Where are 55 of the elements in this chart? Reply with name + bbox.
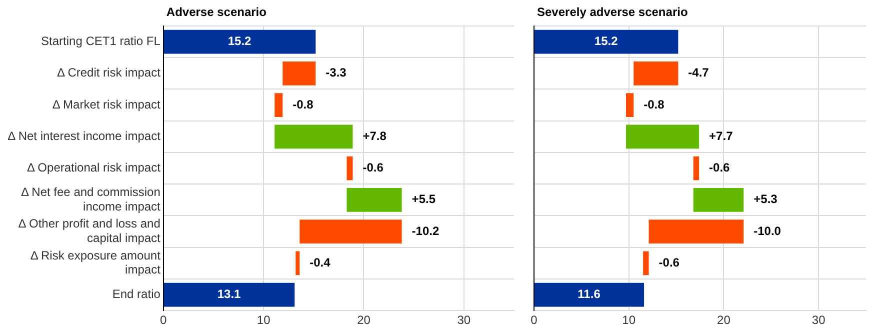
y-tick-label: End ratio <box>112 287 161 302</box>
x-tick-label: 20 <box>357 313 371 328</box>
bar <box>346 156 353 180</box>
data-label: -0.6 <box>658 255 680 270</box>
x-tick-label: 10 <box>622 313 636 328</box>
bar <box>626 93 634 117</box>
y-tick-label: Δ Other profit and loss and capital impact <box>18 216 162 246</box>
data-label: -0.8 <box>644 97 665 112</box>
data-label: 15.2 <box>594 34 618 48</box>
chart-title: Severely adverse scenario <box>537 5 688 19</box>
x-tick-label: 0 <box>160 313 168 328</box>
bar <box>164 282 295 307</box>
data-label: +7.8 <box>362 128 387 143</box>
data-label: -0.6 <box>362 160 384 175</box>
bar <box>693 156 700 180</box>
bar <box>634 62 678 86</box>
bar <box>274 124 353 149</box>
data-label: -0.4 <box>310 255 331 270</box>
x-tick-label: 20 <box>717 313 731 328</box>
data-label: 13.1 <box>217 287 242 302</box>
bar <box>534 282 644 307</box>
y-tick-label: Δ Net interest income impact <box>8 128 162 143</box>
data-label: -10.2 <box>412 224 440 238</box>
data-label: -0.6 <box>709 160 730 175</box>
bar <box>296 251 300 276</box>
data-label: -4.7 <box>688 66 710 80</box>
bar <box>282 62 316 86</box>
x-tick-label: 30 <box>812 313 826 328</box>
x-tick-label: 30 <box>457 313 471 328</box>
y-tick-label: Δ Operational risk impact <box>27 160 162 175</box>
data-label: 15.2 <box>228 34 252 48</box>
bar <box>300 220 402 244</box>
chart-title: Adverse scenario <box>166 5 266 19</box>
x-tick-label: 0 <box>530 313 538 328</box>
data-label: +7.7 <box>709 128 734 143</box>
y-tick-label: Δ Credit risk impact <box>57 66 162 80</box>
data-label: -3.3 <box>326 66 347 80</box>
y-tick-label: Δ Market risk impact <box>52 97 162 112</box>
bar <box>346 188 402 212</box>
data-label: +5.5 <box>412 192 436 206</box>
bar <box>274 93 283 117</box>
y-tick-label: Δ Net fee and commission income impact <box>20 185 162 214</box>
bar <box>534 30 678 54</box>
x-tick-label: 10 <box>256 313 271 328</box>
bar <box>164 30 316 54</box>
bar <box>626 124 700 149</box>
data-label: +5.3 <box>754 192 778 206</box>
y-tick-label: Starting CET1 ratio FL <box>41 34 161 48</box>
data-label: 11.6 <box>578 287 601 302</box>
bar <box>643 251 649 276</box>
data-label: -10.0 <box>754 224 782 238</box>
bar <box>693 188 744 212</box>
bar <box>648 220 744 244</box>
y-tick-label: Δ Risk exposure amount impact <box>30 248 162 277</box>
data-label: -0.8 <box>292 97 314 112</box>
